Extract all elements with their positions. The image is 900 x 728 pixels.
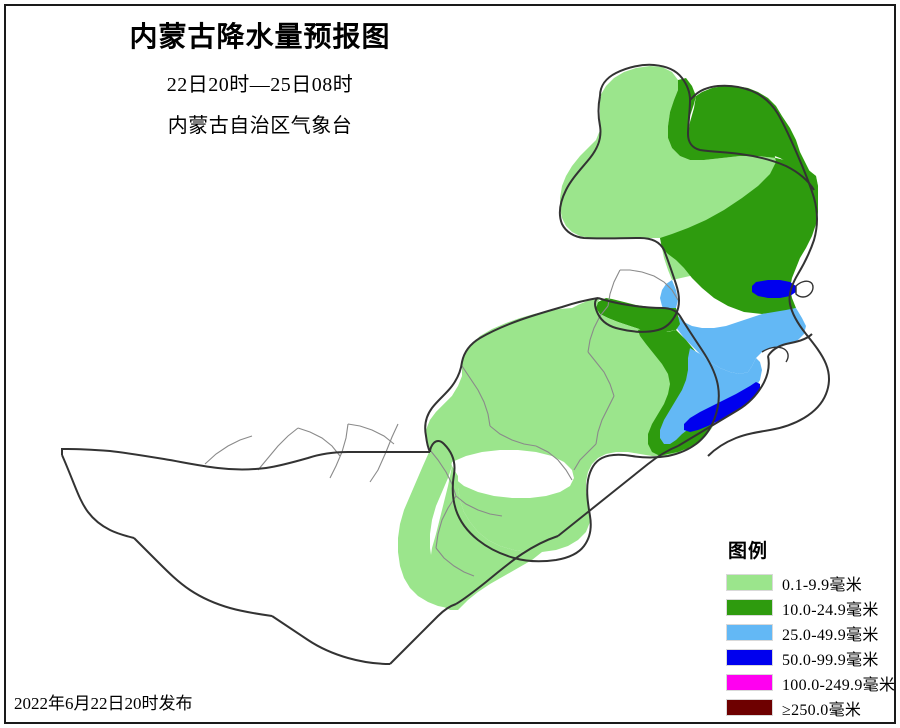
legend-swatch-5 xyxy=(726,699,773,716)
legend-item: 10.0-24.9毫米 xyxy=(726,595,896,620)
legend-item: 0.1-9.9毫米 xyxy=(726,570,896,595)
legend-title: 图例 xyxy=(728,541,769,562)
issuing-agency: 内蒙古自治区气象台 xyxy=(167,115,353,138)
shade-10-24.9-mid-strip xyxy=(596,298,680,332)
legend-item: 50.0-99.9毫米 xyxy=(726,645,896,670)
shade-50-99.9-east-core xyxy=(684,382,760,432)
shade-25-49.9-east xyxy=(660,348,762,444)
legend-label-2: 25.0-49.9毫米 xyxy=(782,626,879,644)
legend-swatch-1 xyxy=(726,599,773,616)
legend-label-4: 100.0-249.9毫米 xyxy=(782,676,896,694)
issue-timestamp: 2022年6月22日20时发布 xyxy=(14,694,193,713)
shade-10-24.9-northeast-lobe xyxy=(688,86,818,200)
province-outline xyxy=(61,63,830,665)
no-precipitation-hole-central xyxy=(450,450,574,498)
legend-label-1: 10.0-24.9毫米 xyxy=(782,601,879,619)
legend: 图例 0.1-9.9毫米 10.0-24.9毫米 25.0-49.9毫米 50.… xyxy=(726,536,896,720)
legend-label-0: 0.1-9.9毫米 xyxy=(782,576,863,594)
shade-0.1-9.9-south-tongue xyxy=(430,466,542,610)
coast-detail xyxy=(761,280,814,363)
page-title: 内蒙古降水量预报图 xyxy=(129,22,391,53)
forecast-period: 22日20时—25日08时 xyxy=(166,74,354,97)
legend-label-5: ≥250.0毫米 xyxy=(782,701,862,719)
shade-0.1-9.9-south-central xyxy=(398,386,466,608)
legend-item: 100.0-249.9毫米 xyxy=(726,670,896,695)
legend-label-3: 50.0-99.9毫米 xyxy=(782,651,879,669)
legend-swatch-4 xyxy=(726,674,773,691)
legend-swatch-3 xyxy=(726,649,773,666)
legend-item: 25.0-49.9毫米 xyxy=(726,620,896,645)
title-block: 内蒙古降水量预报图 22日20时—25日08时 内蒙古自治区气象台 xyxy=(0,22,520,138)
shade-50-99.9-northeast-patch xyxy=(752,280,796,298)
legend-item: ≥250.0毫米 xyxy=(726,695,896,720)
legend-swatch-2 xyxy=(726,624,773,641)
legend-swatch-0 xyxy=(726,574,773,591)
shade-25-49.9-north xyxy=(660,280,806,374)
precipitation-shading xyxy=(398,66,818,610)
